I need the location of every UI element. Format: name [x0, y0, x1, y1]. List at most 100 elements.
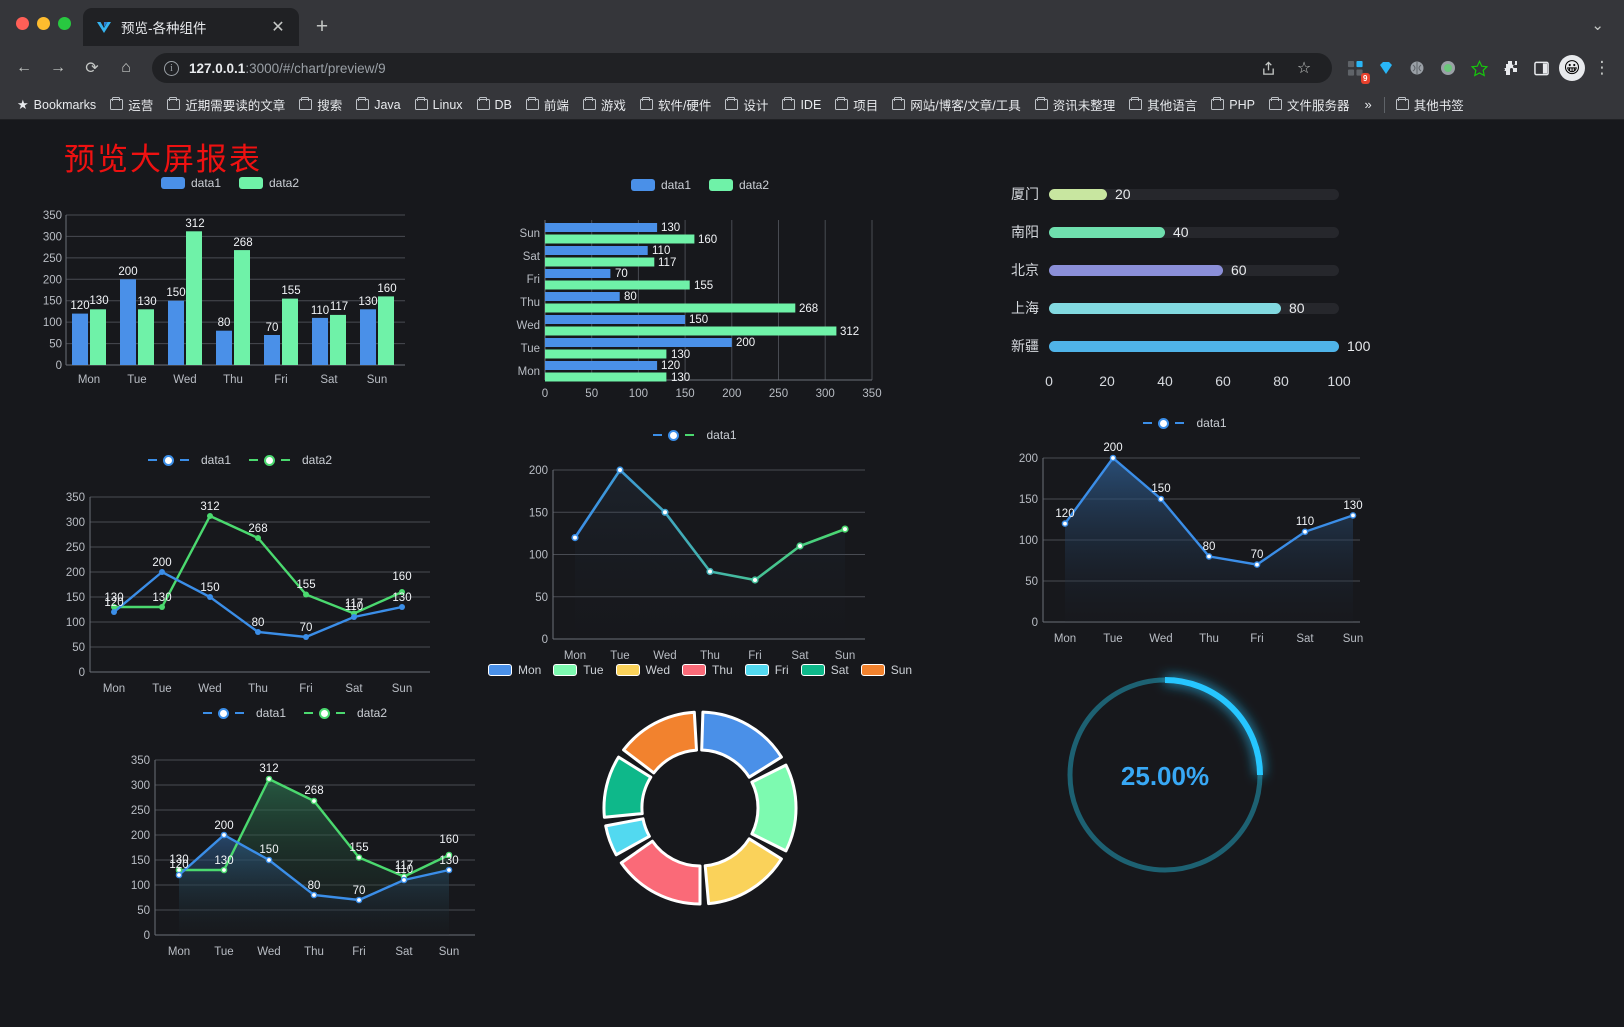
legend-item-wed[interactable]: Wed [615, 663, 670, 677]
bookmark-folder[interactable]: DB [470, 93, 519, 117]
progress-row[interactable]: 厦门 20 [995, 175, 1395, 213]
svg-text:250: 250 [66, 542, 85, 554]
sidepanel-icon[interactable] [1528, 55, 1554, 81]
chart-bar-horizontal[interactable]: data1 data2 [500, 172, 900, 432]
browser-menu-icon[interactable]: ⋮ [1593, 58, 1611, 77]
forward-button[interactable]: → [50, 59, 66, 76]
legend-item-data1[interactable]: data1 [630, 178, 691, 192]
chart-area-single[interactable]: data1 [985, 408, 1385, 698]
progress-row[interactable]: 新疆 100 [995, 327, 1395, 365]
svg-text:120: 120 [70, 300, 89, 312]
progress-label: 新疆 [1011, 338, 1039, 354]
bookmarks-overflow-button[interactable]: » [1364, 97, 1372, 112]
close-tab-button[interactable]: ✕ [271, 19, 285, 36]
browser-tab[interactable]: 预览-各种组件 ✕ [83, 8, 299, 46]
bar-data1 [120, 279, 136, 365]
bookmark-label: 项目 [853, 99, 879, 113]
legend-item-data2[interactable]: data2 [239, 176, 299, 190]
progress-track[interactable]: 40 [1049, 224, 1339, 240]
new-tab-button[interactable]: + [315, 15, 329, 38]
chart-bar-vertical[interactable]: data1 data2 [20, 170, 440, 430]
chart-gauge[interactable]: 25.00% [1040, 645, 1290, 905]
donut-svg [602, 710, 798, 906]
progress-track[interactable]: 60 [1049, 262, 1339, 278]
progress-row[interactable]: 上海 80 [995, 289, 1395, 327]
bookmark-star-icon[interactable]: ☆ [1296, 60, 1312, 77]
legend-item-data1[interactable]: data1 [1143, 416, 1227, 430]
address-bar-text: 127.0.0.1:3000/#/chart/preview/9 [189, 61, 386, 76]
home-button[interactable]: ⌂ [121, 59, 131, 76]
svg-text:312: 312 [200, 501, 219, 513]
legend-item-data1[interactable]: data1 [653, 428, 737, 442]
minimize-window-button[interactable] [37, 16, 50, 30]
bookmark-folder[interactable]: 网站/博客/文章/工具 [885, 93, 1027, 117]
legend-item-sat[interactable]: Sat [800, 663, 849, 677]
bookmark-folder[interactable]: 设计 [718, 93, 775, 117]
chart-line-dual[interactable]: data1 data2 [30, 445, 450, 735]
bookmark-folder[interactable]: 其他语言 [1122, 93, 1204, 117]
bookmark-folder[interactable]: 运营 [103, 93, 160, 117]
chart-progress-bars[interactable]: 厦门 20 南阳 40 北京 [995, 175, 1395, 450]
svg-text:300: 300 [43, 231, 62, 243]
legend-item-sun[interactable]: Sun [860, 663, 912, 677]
bookmark-folder[interactable]: 资讯未整理 [1028, 93, 1123, 117]
chevron-down-icon[interactable]: ⌄ [1591, 17, 1604, 34]
bookmark-folder[interactable]: Java [349, 93, 407, 117]
bookmark-folder[interactable]: 软件/硬件 [633, 93, 718, 117]
bookmark-folder[interactable]: 文件服务器 [1262, 93, 1357, 117]
star-green-icon[interactable] [1466, 55, 1492, 81]
svg-text:100: 100 [43, 317, 62, 329]
legend-item-mon[interactable]: Mon [487, 663, 541, 677]
svg-text:110: 110 [652, 245, 670, 257]
puzzle-icon[interactable] [1497, 55, 1523, 81]
bar-data1 [72, 313, 88, 365]
legend-item-data2[interactable]: data2 [249, 453, 332, 467]
svg-text:200: 200 [118, 266, 137, 278]
bar-data2 [234, 250, 250, 365]
back-button[interactable]: ← [16, 59, 32, 76]
bookmark-folder[interactable]: 前端 [519, 93, 576, 117]
bookmark-folder[interactable]: 搜索 [292, 93, 349, 117]
progress-row[interactable]: 北京 60 [995, 251, 1395, 289]
legend-item-tue[interactable]: Tue [553, 663, 604, 677]
extensions-puzzle-icon[interactable]: 9 [1342, 55, 1370, 84]
bookmark-folder[interactable]: Linux [408, 93, 470, 117]
x-axis: Mon Tue Wed Thu Fri Sat Sun [103, 683, 412, 695]
bookmark-folder[interactable]: 近期需要读的文章 [160, 93, 292, 117]
progress-track[interactable]: 20 [1049, 186, 1339, 202]
legend-item-data2[interactable]: data2 [304, 706, 387, 720]
address-bar[interactable]: i 127.0.0.1:3000/#/chart/preview/9 ☆ [152, 53, 1332, 83]
omnibox-actions: ☆ [1252, 52, 1320, 84]
svg-text:Wed: Wed [517, 320, 540, 332]
legend-item-data1[interactable]: data1 [147, 453, 231, 467]
brain-icon[interactable] [1404, 55, 1430, 81]
bookmark-folder[interactable]: PHP [1204, 93, 1262, 117]
maximize-window-button[interactable] [58, 16, 71, 30]
chart-line-gradient[interactable]: data1 [495, 420, 895, 710]
progress-row[interactable]: 南阳 40 [995, 213, 1395, 251]
progress-track[interactable]: 100 [1049, 338, 1370, 354]
chart-area-dual[interactable]: data1 data2 [95, 698, 495, 988]
other-bookmarks-folder[interactable]: 其他书签 [1389, 93, 1471, 117]
progress-track[interactable]: 80 [1049, 300, 1339, 316]
legend-item-data1[interactable]: data1 [202, 706, 286, 720]
site-info-icon[interactable]: i [164, 60, 179, 76]
legend-item-fri[interactable]: Fri [744, 663, 789, 677]
bookmark-folder[interactable]: 游戏 [576, 93, 633, 117]
chart-donut[interactable]: Mon Tue Wed Thu Fri [487, 655, 912, 985]
circle-green-icon[interactable] [1435, 55, 1461, 81]
svg-text:110: 110 [395, 864, 413, 876]
close-window-button[interactable] [16, 16, 29, 30]
legend-item-thu[interactable]: Thu [682, 663, 733, 677]
diamond-icon[interactable] [1373, 55, 1399, 81]
legend-item-data2[interactable]: data2 [709, 178, 769, 192]
bookmark-folder[interactable]: 项目 [828, 93, 885, 117]
progress-value: 40 [1173, 224, 1189, 240]
legend-item-data1[interactable]: data1 [160, 176, 221, 190]
avatar[interactable]: 😀 [1559, 55, 1585, 81]
share-icon[interactable] [1252, 52, 1284, 84]
progress-label: 厦门 [1011, 186, 1039, 202]
bookmark-folder[interactable]: IDE [775, 93, 828, 117]
bookmarks-root[interactable]: ★ Bookmarks [10, 93, 103, 117]
reload-button[interactable]: ⟳ [85, 60, 99, 77]
